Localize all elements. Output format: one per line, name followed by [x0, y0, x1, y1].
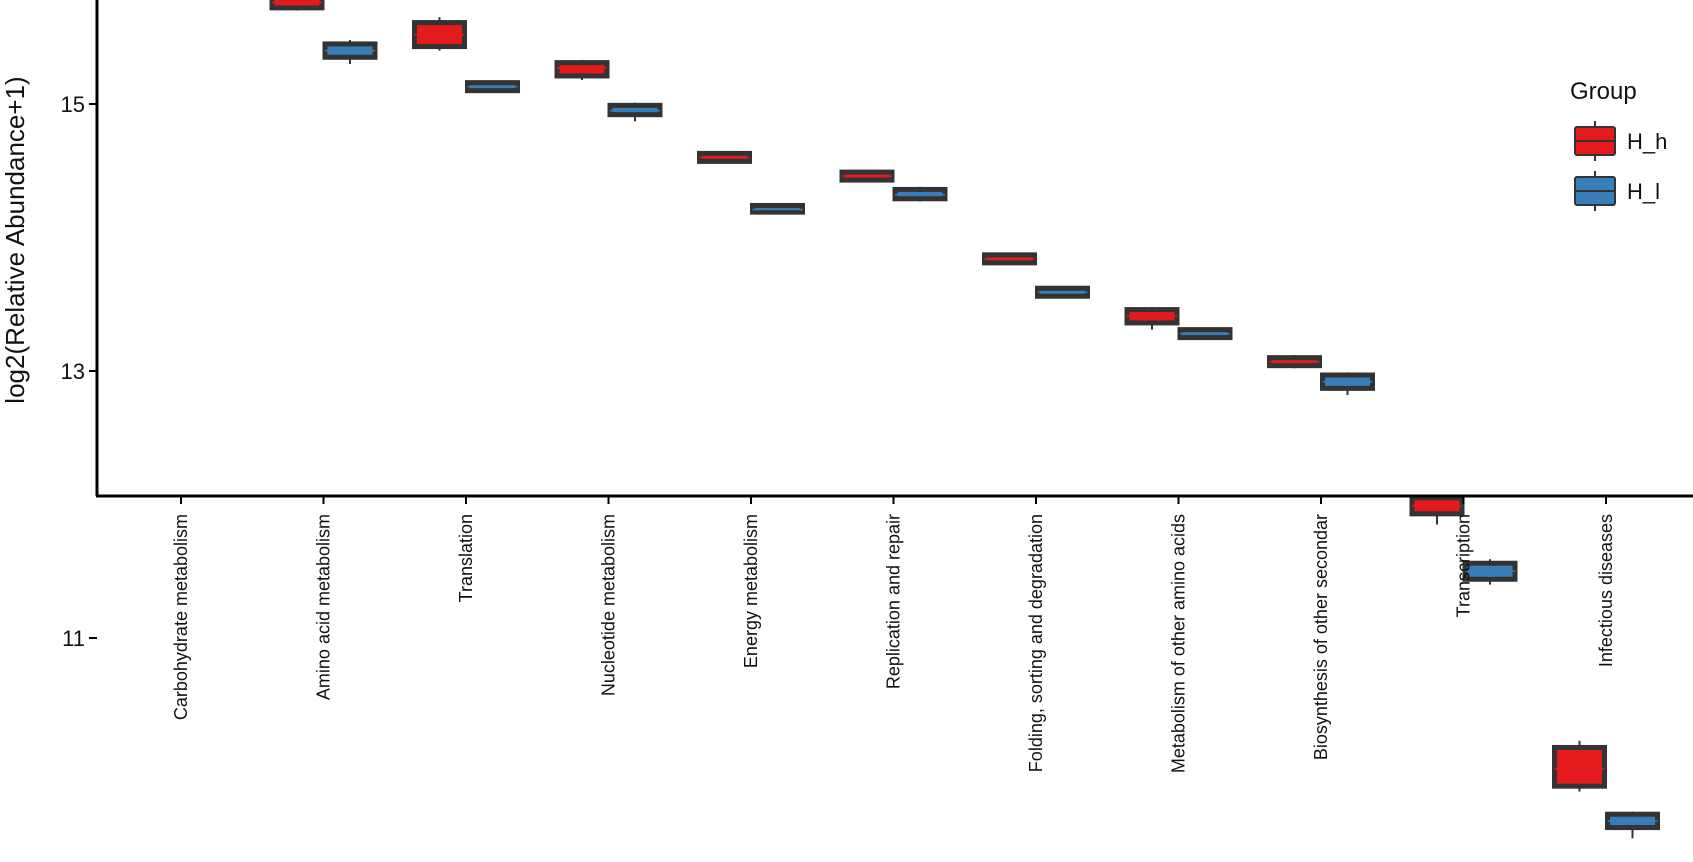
y-tick-label: 11	[62, 626, 85, 651]
x-tick-label: Energy metabolism	[741, 514, 761, 668]
legend-label: H_h	[1627, 129, 1667, 154]
box-H_h	[1124, 306, 1180, 330]
box-H_l	[750, 202, 805, 215]
legend-title: Group	[1570, 78, 1637, 105]
y-axis-title: log2(Relative Abundance+1)	[0, 76, 30, 403]
box-body	[554, 60, 610, 79]
y-tick-label: 15	[61, 92, 85, 117]
box-H_h	[982, 252, 1037, 266]
x-tick-label: Nucleotide metabolism	[599, 514, 619, 696]
box-H_l	[1035, 285, 1090, 299]
box-H_h	[697, 150, 752, 164]
box-layer	[269, 0, 1660, 839]
axes	[95, 0, 1693, 498]
box-H_h	[1267, 354, 1322, 369]
legend-item: H_h	[1574, 121, 1667, 161]
box-H_l	[465, 80, 520, 94]
box-H_h	[839, 169, 895, 183]
box-H_h	[1552, 740, 1607, 792]
box-H_h	[412, 17, 467, 51]
box-H_h	[1409, 495, 1465, 525]
box-body	[1552, 744, 1607, 789]
x-tick-label: Metabolism of other amino acids	[1169, 514, 1189, 773]
legend: Group H_h H_l	[1570, 78, 1667, 211]
box-H_l	[322, 39, 378, 64]
legend-item: H_l	[1574, 171, 1660, 211]
y-tick-label: 13	[61, 359, 85, 384]
box-H_l	[892, 186, 948, 202]
x-tick-label: Folding, sorting and degradation	[1026, 514, 1046, 772]
box-H_h	[269, 0, 325, 11]
box-H_l	[1320, 372, 1375, 396]
box-body	[269, 0, 325, 11]
box-H_h	[554, 59, 610, 80]
x-ticks: Carbohydrate metabolism Amino acid metabo…	[171, 496, 1616, 773]
x-tick-label: Translation	[456, 514, 476, 602]
x-tick-label: Infectious diseases	[1596, 514, 1616, 667]
legend-label: H_l	[1627, 179, 1660, 204]
x-tick-label: Carbohydrate metabolism	[171, 514, 191, 720]
x-tick-label: Replication and repair	[884, 514, 904, 689]
x-tick-label: Biosynthesis of other secondar	[1311, 514, 1331, 760]
box-H_l	[1462, 559, 1518, 585]
box-H_l	[1177, 327, 1233, 341]
box-H_l	[1605, 811, 1660, 839]
box-H_l	[607, 102, 663, 122]
x-tick-label: Transcription	[1454, 514, 1474, 617]
y-ticks: 11 13 15	[61, 92, 97, 651]
x-tick-label: Amino acid metabolism	[314, 514, 334, 700]
